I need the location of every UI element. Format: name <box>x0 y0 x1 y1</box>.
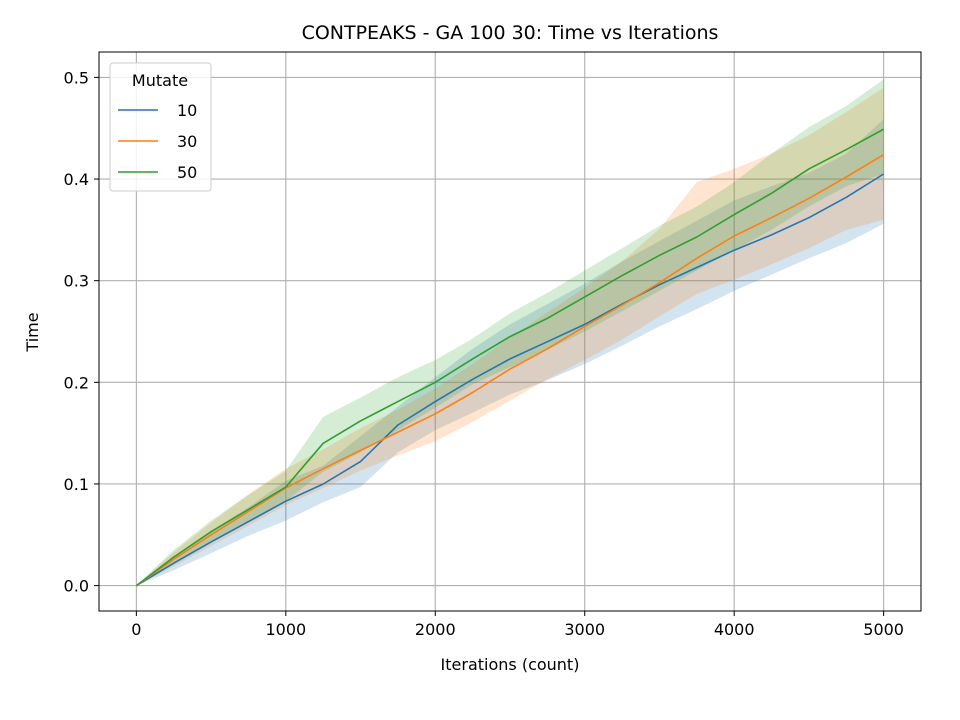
x-tick-label: 0 <box>131 620 141 639</box>
x-tick-label: 4000 <box>714 620 755 639</box>
line-mutate-50 <box>135 128 884 587</box>
legend-title: Mutate <box>132 71 188 90</box>
x-tick-label: 5000 <box>863 620 904 639</box>
series-lines <box>135 128 885 587</box>
legend-box <box>109 62 212 192</box>
y-tick-label: 0.4 <box>64 170 89 189</box>
x-tick-label: 1000 <box>265 620 306 639</box>
band-mutate-30 <box>136 87 884 586</box>
line-mutate-30 <box>135 154 885 587</box>
axis-ticks: 0 1000 2000 3000 4000 5000 0.0 0.1 0.2 0.3 0.4 0.5 <box>64 68 904 639</box>
legend: Mutate 10 30 50 <box>109 62 212 192</box>
legend-entries: 10 30 50 <box>118 101 197 182</box>
line-mutate-10 <box>135 173 885 587</box>
y-tick-label: 0.2 <box>64 373 89 392</box>
x-tick-label: 3000 <box>564 620 605 639</box>
legend-label-30: 30 <box>177 132 197 151</box>
x-tick-label: 2000 <box>415 620 456 639</box>
chart-title: CONTPEAKS - GA 100 30: Time vs Iteration… <box>302 22 719 44</box>
legend-label-10: 10 <box>177 101 197 120</box>
y-tick-label: 0.0 <box>64 577 89 596</box>
x-axis-label: Iterations (count) <box>441 655 580 674</box>
y-axis-label: Time <box>23 312 42 352</box>
band-mutate-50 <box>136 79 884 586</box>
y-tick-label: 0.3 <box>64 272 89 291</box>
y-tick-label: 0.5 <box>64 68 89 87</box>
grid-lines <box>99 52 921 611</box>
plot-area-frame <box>98 51 922 612</box>
legend-label-50: 50 <box>177 163 197 182</box>
y-tick-label: 0.1 <box>64 475 89 494</box>
